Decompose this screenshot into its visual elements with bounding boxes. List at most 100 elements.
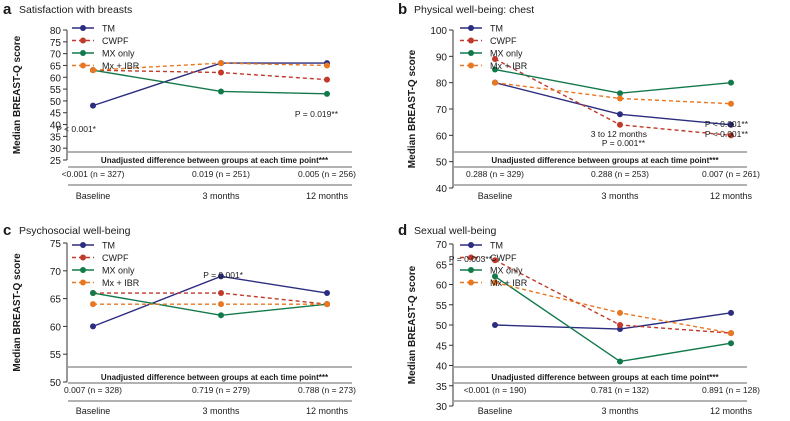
table-title: Unadjusted difference between groups at … bbox=[491, 373, 719, 382]
y-tick-label: 35 bbox=[436, 382, 448, 393]
table-title: Unadjusted difference between groups at … bbox=[101, 156, 329, 165]
y-tick-label: 70 bbox=[436, 240, 448, 251]
legend-swatch-dot bbox=[80, 254, 86, 261]
y-tick-label: 55 bbox=[436, 301, 448, 312]
data-point bbox=[492, 55, 498, 62]
data-point bbox=[728, 79, 734, 86]
x-tick-label: 3 months bbox=[601, 191, 639, 201]
y-axis-label: Median BREAST-Q score bbox=[407, 49, 418, 168]
legend-label: Mx + IBR bbox=[102, 61, 140, 71]
legend-swatch-dot bbox=[468, 279, 474, 286]
x-tick-label: 12 months bbox=[306, 191, 349, 201]
data-point bbox=[90, 67, 96, 74]
y-axis-label: Median BREAST-Q score bbox=[12, 253, 23, 372]
y-tick-label: 50 bbox=[436, 158, 448, 169]
data-point bbox=[728, 100, 734, 107]
y-tick-label: 50 bbox=[436, 321, 448, 332]
panel-title: Psychosocial well-being bbox=[19, 225, 131, 237]
data-point bbox=[728, 132, 734, 139]
legend-swatch-dot bbox=[80, 242, 86, 248]
panel-letter: a bbox=[3, 1, 12, 18]
y-tick-label: 40 bbox=[50, 121, 62, 132]
legend-swatch-dot bbox=[468, 62, 474, 69]
legend-swatch-dot bbox=[80, 62, 86, 69]
series-tm bbox=[492, 309, 734, 333]
legend-label: MX only bbox=[490, 266, 523, 276]
panel-b: b Physical well-being: chest 40 50 60 70 80 90 1… bbox=[398, 1, 760, 201]
x-tick-label: 12 months bbox=[306, 406, 349, 416]
data-point bbox=[218, 290, 224, 297]
y-tick-label: 80 bbox=[50, 26, 62, 37]
y-tick-label: 80 bbox=[436, 79, 448, 90]
legend-label: Mx + IBR bbox=[490, 278, 528, 288]
y-tick-label: 75 bbox=[50, 239, 62, 250]
p-value-annotation: P = 0.019** bbox=[295, 109, 339, 119]
y-tick-label: 60 bbox=[436, 131, 448, 142]
p-value-annotation: P < 0.001** bbox=[705, 129, 749, 139]
data-point bbox=[218, 301, 224, 308]
panel-d: d Sexual well-being 30 35 40 45 50 55 60 65 70 Medi… bbox=[398, 222, 760, 416]
y-tick-label: 40 bbox=[436, 184, 448, 195]
data-point bbox=[617, 309, 623, 316]
data-point bbox=[492, 279, 498, 286]
panel-letter: c bbox=[3, 222, 11, 239]
legend-label: Mx + IBR bbox=[490, 61, 528, 71]
y-tick-label: 60 bbox=[436, 281, 448, 292]
y-tick-label: 70 bbox=[436, 105, 448, 116]
y-axis-label: Median BREAST-Q score bbox=[12, 35, 23, 154]
panel-c: c Psychosocial well-being 50 55 60 65 70 75 Medi… bbox=[3, 222, 356, 416]
legend-swatch-dot bbox=[80, 267, 86, 273]
data-point bbox=[218, 69, 224, 76]
y-tick-label: 30 bbox=[436, 402, 448, 413]
data-point bbox=[218, 60, 224, 67]
legend-label: TM bbox=[102, 241, 115, 251]
x-tick-label: 3 months bbox=[601, 406, 639, 416]
data-point bbox=[218, 312, 224, 319]
data-point bbox=[492, 273, 498, 280]
data-point bbox=[728, 309, 734, 316]
table-background bbox=[454, 366, 747, 398]
panel-a: a Satisfaction with breasts 25303540455055… bbox=[3, 1, 356, 201]
table-value: 0.019 (n = 251) bbox=[192, 169, 250, 179]
data-point bbox=[492, 66, 498, 73]
y-tick-label: 60 bbox=[50, 73, 62, 84]
y-tick-label: 65 bbox=[50, 61, 62, 72]
y-tick-label: 70 bbox=[50, 50, 62, 61]
legend-label: CWPF bbox=[102, 36, 129, 46]
series-mx-only bbox=[90, 67, 330, 97]
data-point bbox=[728, 121, 734, 128]
y-tick-label: 70 bbox=[50, 267, 62, 278]
data-point bbox=[728, 340, 734, 347]
data-point bbox=[218, 273, 224, 280]
y-axis-label: Median BREAST-Q score bbox=[407, 265, 418, 384]
table-value: 0.007 (n = 328) bbox=[64, 385, 122, 395]
series-cwpf bbox=[492, 257, 734, 337]
table-background bbox=[68, 151, 352, 182]
y-tick-label: 60 bbox=[50, 322, 62, 333]
legend-swatch-dot bbox=[80, 37, 86, 44]
data-point bbox=[617, 95, 623, 102]
x-tick-label: Baseline bbox=[76, 406, 111, 416]
difference-table: Unadjusted difference between groups at … bbox=[454, 366, 760, 402]
legend-swatch-dot bbox=[468, 25, 474, 31]
table-value: 0.005 (n = 256) bbox=[298, 169, 356, 179]
y-axis: 40 50 60 70 80 90 100 bbox=[430, 26, 454, 195]
table-background bbox=[68, 366, 352, 398]
x-tick-label: Baseline bbox=[478, 191, 513, 201]
data-point bbox=[617, 358, 623, 365]
p-value-annotation: P = 0.001** bbox=[602, 138, 646, 148]
table-value: 0.891 (n = 128) bbox=[702, 385, 760, 395]
data-point bbox=[90, 290, 96, 297]
series-mx-only bbox=[492, 66, 734, 97]
x-tick-label: Baseline bbox=[478, 406, 513, 416]
data-point bbox=[617, 111, 623, 118]
legend-swatch-dot bbox=[80, 279, 86, 286]
data-point bbox=[218, 88, 224, 95]
panel-title: Physical well-being: chest bbox=[414, 4, 534, 16]
y-tick-label: 50 bbox=[50, 378, 62, 389]
legend-swatch-dot bbox=[468, 254, 474, 261]
data-point bbox=[617, 121, 623, 128]
table-title: Unadjusted difference between groups at … bbox=[101, 373, 329, 382]
